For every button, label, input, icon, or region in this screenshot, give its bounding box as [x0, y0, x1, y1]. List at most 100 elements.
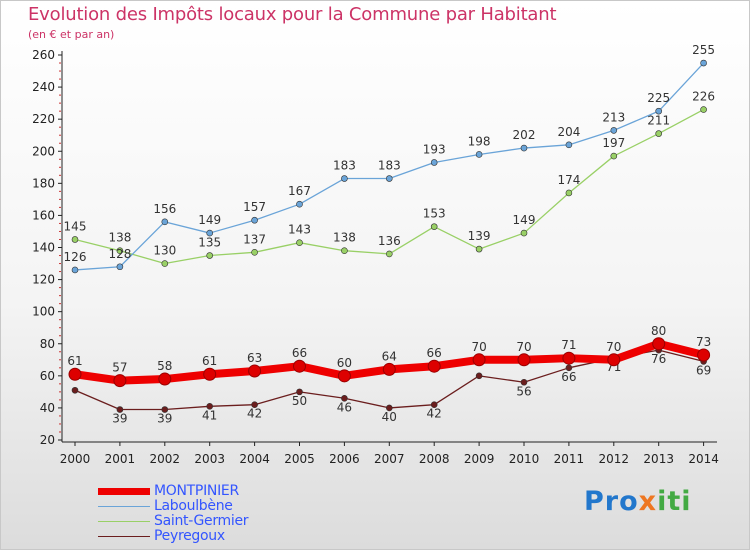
data-label: 71	[561, 338, 576, 352]
data-label: 183	[333, 159, 356, 173]
y-tick-label: 200	[32, 144, 55, 158]
data-label: 135	[198, 236, 221, 250]
data-point	[337, 369, 351, 383]
y-tick-label: 80	[40, 337, 55, 351]
data-label: 183	[378, 159, 401, 173]
legend-item-montpinier: MONTPINIER	[98, 483, 378, 499]
data-point	[116, 406, 124, 413]
y-tick-label: 220	[32, 112, 55, 126]
data-label: 57	[112, 361, 127, 375]
data-label: 139	[468, 229, 491, 243]
data-label: 73	[696, 335, 711, 349]
data-point	[206, 252, 213, 259]
data-label: 70	[516, 340, 531, 354]
data-label: 56	[516, 384, 531, 398]
data-label: 60	[337, 356, 352, 370]
data-label: 226	[692, 90, 715, 104]
data-label: 197	[602, 136, 625, 150]
data-point	[430, 159, 438, 166]
data-label: 211	[647, 114, 670, 128]
legend-swatch-peyregoux	[98, 536, 150, 537]
data-label: 40	[382, 410, 397, 424]
data-point	[161, 260, 169, 267]
data-label: 66	[427, 346, 442, 360]
data-point	[520, 144, 528, 152]
legend-item-laboulbene: Laboulbène	[98, 498, 378, 514]
y-tick-label: 140	[32, 241, 55, 255]
data-label: 41	[202, 408, 217, 422]
y-tick-label: 100	[32, 305, 55, 319]
data-point	[341, 247, 348, 255]
data-label: 174	[557, 173, 580, 187]
x-tick-label: 2006	[329, 452, 360, 466]
data-label: 39	[112, 412, 127, 426]
data-label: 138	[333, 231, 356, 245]
data-label: 138	[108, 231, 131, 245]
data-label: 70	[471, 340, 486, 354]
data-label: 63	[247, 351, 262, 365]
data-point	[565, 189, 573, 197]
x-tick-label: 2000	[60, 452, 91, 466]
data-point	[341, 394, 348, 402]
data-point	[251, 401, 258, 409]
x-tick-label: 2002	[150, 452, 181, 466]
data-label: 128	[108, 247, 131, 261]
data-point	[517, 353, 531, 367]
x-tick-label: 2010	[509, 452, 540, 466]
data-point	[251, 216, 258, 224]
data-label: 153	[423, 207, 446, 221]
x-tick-label: 2001	[105, 452, 136, 466]
data-point	[116, 247, 124, 255]
data-point	[655, 130, 663, 137]
y-tick-label: 160	[32, 208, 55, 222]
data-label: 42	[427, 407, 442, 421]
x-tick-label: 2013	[643, 452, 674, 466]
y-tick-label: 260	[32, 48, 55, 62]
data-point	[430, 401, 438, 409]
x-tick-label: 2005	[284, 452, 315, 466]
data-point	[565, 364, 573, 372]
data-point	[341, 175, 348, 182]
data-point	[296, 239, 303, 246]
chart-title: Evolution des Impôts locaux pour la Comm…	[28, 4, 557, 25]
data-label: 50	[292, 394, 307, 408]
y-tick-label: 180	[32, 176, 55, 190]
data-label: 61	[202, 354, 217, 368]
data-label: 225	[647, 91, 670, 105]
legend-label: Saint-Germier	[154, 513, 249, 529]
data-point	[700, 106, 707, 113]
data-label: 202	[513, 128, 536, 142]
data-point	[71, 266, 79, 274]
y-tick-label: 40	[40, 401, 55, 415]
data-label: 156	[153, 202, 176, 216]
data-point	[652, 337, 666, 351]
data-label: 126	[64, 250, 87, 264]
data-point	[655, 107, 663, 115]
data-label: 149	[198, 213, 221, 227]
data-label: 66	[561, 370, 576, 384]
logo-part: x	[638, 486, 658, 517]
data-point	[206, 403, 213, 410]
data-label: 64	[382, 349, 397, 363]
data-point	[385, 175, 393, 182]
legend: MONTPINIER Laboulbène Saint-Germier Peyr…	[98, 483, 378, 544]
data-point	[562, 351, 576, 365]
data-label: 39	[157, 412, 172, 426]
legend-swatch-saint-germier	[98, 521, 150, 522]
data-point	[565, 141, 573, 149]
x-tick-label: 2012	[599, 452, 630, 466]
data-label: 66	[292, 346, 307, 360]
data-point	[206, 229, 213, 237]
data-label: 143	[288, 223, 311, 237]
chart-subtitle: (en € et par an)	[28, 28, 115, 41]
data-point	[475, 245, 483, 253]
data-point	[296, 388, 303, 396]
data-point	[248, 364, 262, 378]
legend-item-peyregoux: Peyregoux	[98, 528, 378, 544]
data-point	[610, 127, 618, 134]
data-label: 46	[337, 400, 352, 414]
data-label: 157	[243, 200, 266, 214]
data-label: 76	[651, 352, 666, 366]
